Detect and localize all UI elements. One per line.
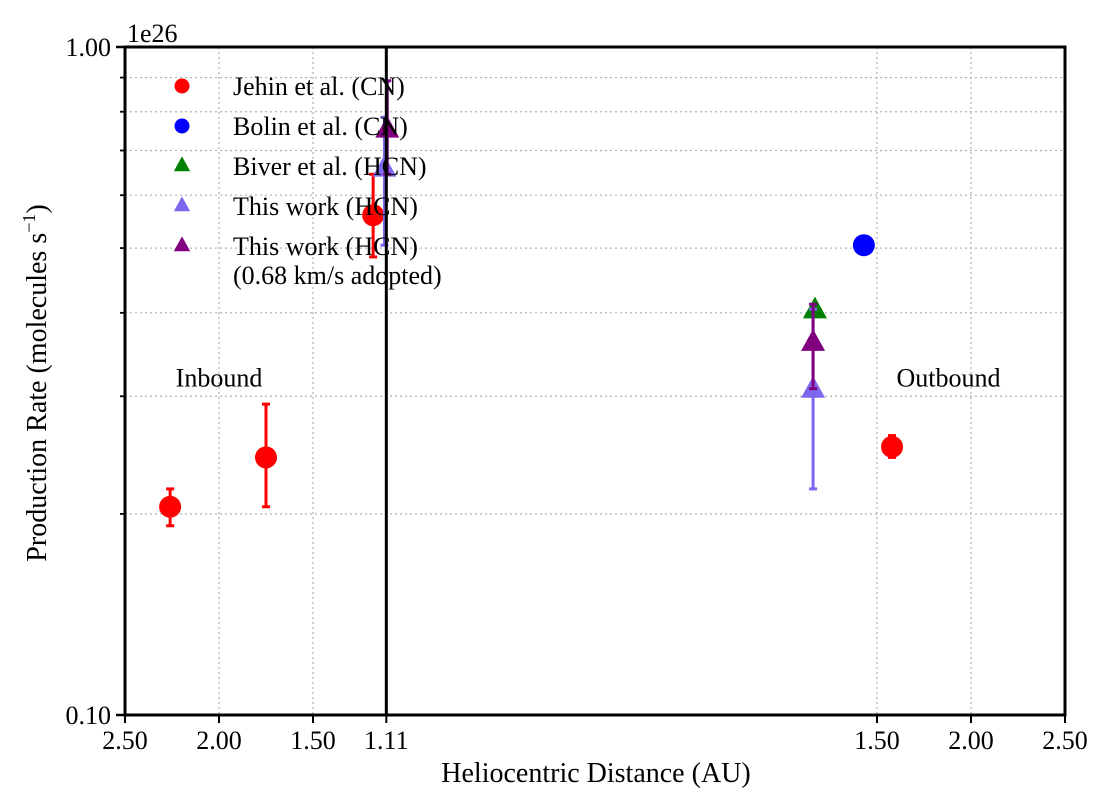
y-tick-label: 1.00 [66, 33, 112, 62]
data-point [801, 329, 826, 351]
x-tick-label: 2.00 [948, 726, 994, 755]
legend-label-line: Biver et al. (HCN) [233, 152, 427, 181]
data-point [372, 154, 397, 177]
data-series [159, 79, 904, 528]
legend-marker-4 [173, 236, 191, 252]
legend-marker-2 [173, 156, 191, 172]
legend-label-1: Bolin et al. (CN) [233, 112, 408, 141]
y-axis-label-main: Production Rate (molecules s [22, 233, 53, 562]
series-1 [852, 234, 875, 257]
x-tick-label: 2.50 [102, 726, 148, 755]
series-3 [372, 115, 826, 491]
data-point [881, 435, 904, 458]
legend-label-line: Bolin et al. (CN) [233, 112, 408, 141]
axes: 2.50 2.00 1.50 1.11 1.50 2.00 2.50 1.00 0.10 [66, 33, 1088, 755]
y-axis-label: Production Rate (molecules s−1) [19, 204, 53, 561]
legend-marker-3 [173, 196, 191, 212]
x-tick-label: 1.11 [364, 726, 409, 755]
data-point [255, 446, 277, 469]
plot-frame [123, 45, 1067, 717]
legend-marker-0 [174, 78, 190, 94]
annotations: Inbound Outbound [176, 364, 1001, 393]
data-point [802, 296, 827, 319]
legend-label-2: Biver et al. (HCN) [233, 152, 427, 181]
y-axis-multiplier: 1e26 [127, 19, 178, 48]
y-axis-label-close: ) [22, 204, 53, 213]
legend-label-line: (0.68 km/s adopted) [233, 261, 442, 290]
series-2 [802, 296, 827, 319]
legend: Jehin et al. (CN) Bolin et al. (CN) Biver … [173, 72, 442, 290]
legend-label-3: This work (HCN) [233, 192, 418, 221]
annotation-label: Inbound [176, 364, 263, 393]
x-tick-label: 2.50 [1042, 726, 1088, 755]
data-point [159, 495, 182, 518]
x-axis-label: Heliocentric Distance (AU) [441, 758, 750, 789]
data-point [852, 234, 875, 257]
legend-label-line: This work (HCN) [233, 232, 418, 261]
legend-label-0: Jehin et al. (CN) [233, 72, 405, 101]
annotation-label: Outbound [896, 364, 1000, 393]
legend-marker-1 [174, 118, 190, 134]
x-tick-label: 2.00 [196, 726, 242, 755]
x-tick-label: 1.50 [854, 726, 900, 755]
x-tick-label: 1.50 [290, 726, 336, 755]
series-4 [375, 79, 826, 391]
legend-label-line: This work (HCN) [233, 192, 418, 221]
legend-label-4: This work (HCN) (0.68 km/s adopted) [233, 232, 442, 290]
y-axis-label-exponent: −1 [19, 214, 39, 233]
series-0 [159, 172, 904, 528]
y-tick-label: 0.10 [66, 701, 112, 730]
legend-label-line: Jehin et al. (CN) [233, 72, 405, 101]
data-point [362, 204, 385, 227]
